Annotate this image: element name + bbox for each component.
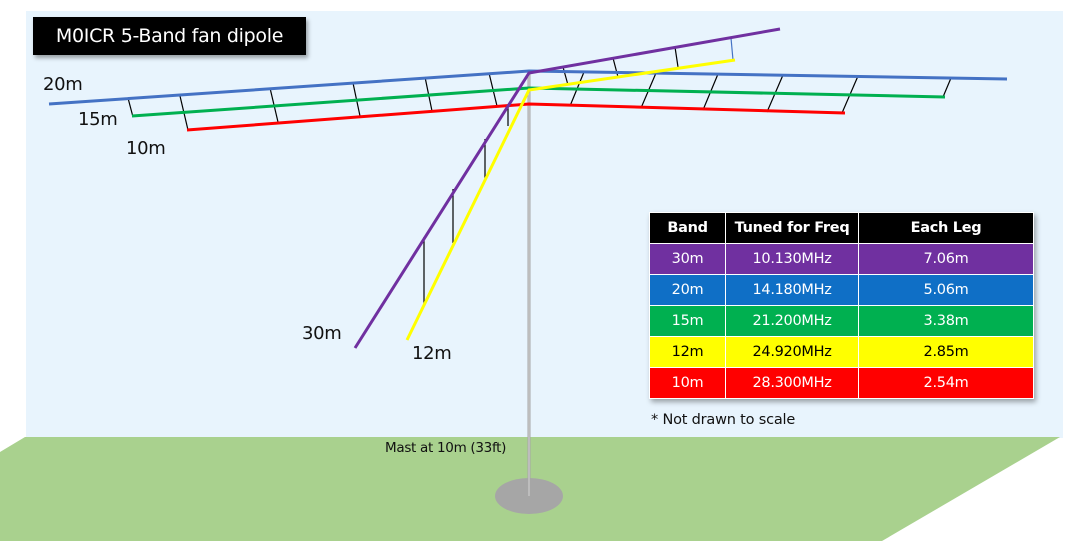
band-table: Band Tuned for Freq Each Leg 30m 10.130M… — [649, 212, 1034, 399]
header-freq: Tuned for Freq — [725, 212, 859, 244]
label-20m: 20m — [43, 74, 83, 95]
wire-10m — [186, 102, 846, 132]
label-30m: 30m — [302, 323, 342, 344]
cell-freq: 10.130MHz — [725, 243, 859, 275]
cell-band: 10m — [649, 367, 726, 399]
cell-band: 20m — [649, 274, 726, 306]
cell-leg: 2.85m — [858, 336, 1034, 368]
cell-band: 15m — [649, 305, 726, 337]
wires — [48, 27, 1008, 349]
wire-12m — [405, 58, 736, 341]
cell-leg: 5.06m — [858, 274, 1034, 306]
table-row: 12m 24.920MHz 2.85m — [649, 336, 1034, 368]
cell-band: 12m — [649, 336, 726, 368]
cell-freq: 21.200MHz — [725, 305, 859, 337]
header-band: Band — [649, 212, 726, 244]
table-row: 20m 14.180MHz 5.06m — [649, 274, 1034, 306]
label-10m: 10m — [126, 138, 166, 159]
scale-note: * Not drawn to scale — [651, 412, 796, 428]
cell-freq: 24.920MHz — [725, 336, 859, 368]
table-header-row: Band Tuned for Freq Each Leg — [649, 212, 1034, 244]
cell-freq: 28.300MHz — [725, 367, 859, 399]
wire-30m — [353, 27, 781, 349]
wire-15m — [131, 86, 946, 118]
wire-20m — [48, 69, 1008, 106]
diagram-title: M0ICR 5-Band fan dipole — [33, 17, 306, 55]
cell-leg: 7.06m — [858, 243, 1034, 275]
cell-leg: 2.54m — [858, 367, 1034, 399]
cell-band: 30m — [649, 243, 726, 275]
header-leg: Each Leg — [858, 212, 1034, 244]
mast-label: Mast at 10m (33ft) — [385, 440, 507, 456]
cell-leg: 3.38m — [858, 305, 1034, 337]
table-row: 10m 28.300MHz 2.54m — [649, 367, 1034, 399]
label-15m: 15m — [78, 109, 118, 130]
label-12m: 12m — [412, 343, 452, 364]
table-row: 15m 21.200MHz 3.38m — [649, 305, 1034, 337]
table-row: 30m 10.130MHz 7.06m — [649, 243, 1034, 275]
cell-freq: 14.180MHz — [725, 274, 859, 306]
